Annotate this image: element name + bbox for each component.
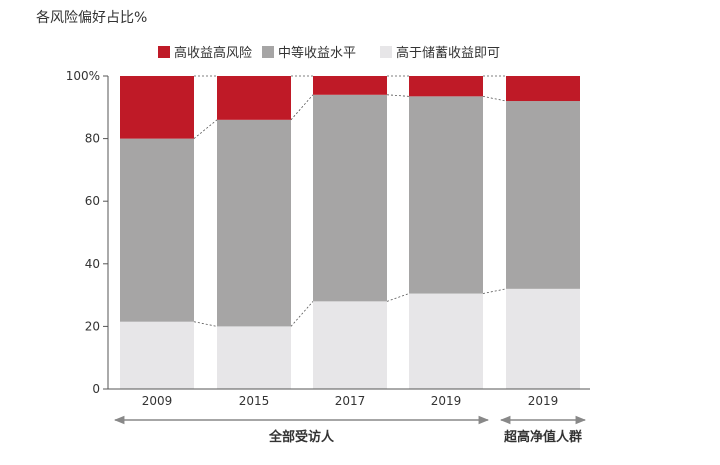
y-tick-label-3: 60 [85,194,100,208]
bar-4-- [409,96,483,294]
x-tick-label-5: 2019 [528,394,559,408]
bar-4-- [409,293,483,389]
connector-2-1 [290,301,314,327]
connector-1-2 [193,119,218,139]
legend: 高收益高风险 中等收益水平 高于储蓄收益即可 [158,45,500,61]
group-label-1: 全部受访人 [268,429,335,445]
y-tick-label-4: 80 [85,132,100,146]
connector-3-1 [386,293,410,302]
bars [120,76,580,389]
x-tick-label-2: 2015 [239,394,270,408]
legend-label-3: 高于储蓄收益即可 [396,45,500,61]
bar-5-- [506,288,580,389]
connector-4-1 [482,288,507,294]
bar-3-- [313,301,387,389]
legend-swatch-1 [158,46,170,58]
group-label-2: 超高净值人群 [504,429,582,445]
x-tick-label-4: 2019 [431,394,462,408]
bar-3-- [313,76,387,95]
group-annotations: 全部受访人 超高净值人群 [113,415,587,445]
axes: 0 20 40 60 80 100% 2009 2015 2017 2019 2019 [66,69,590,408]
legend-swatch-3 [380,46,392,58]
bar-2-- [217,119,291,327]
connector-3-2 [386,94,410,97]
chart-title: 各风险偏好占比% [36,10,147,26]
x-tick-label-3: 2017 [335,394,366,408]
y-tick-label-1: 20 [85,319,100,333]
segment-connectors [193,75,507,327]
bar-2-- [217,326,291,389]
x-tick-label-1: 2009 [142,394,173,408]
y-tick-label-2: 40 [85,257,100,271]
bar-1-- [120,138,194,322]
bar-5-- [506,76,580,102]
bar-5-- [506,101,580,289]
connector-2-2 [290,94,314,121]
legend-swatch-2 [262,46,274,58]
bar-1-- [120,76,194,139]
y-tick-label-0: 0 [92,382,100,396]
y-tick-label-5: 100% [66,69,100,83]
legend-label-2: 中等收益水平 [278,45,356,61]
connector-1-1 [193,321,218,327]
bar-4-- [409,76,483,97]
connector-4-2 [482,95,507,102]
bar-2-- [217,76,291,120]
legend-label-1: 高收益高风险 [174,45,252,61]
bar-1-- [120,321,194,389]
bar-3-- [313,94,387,302]
